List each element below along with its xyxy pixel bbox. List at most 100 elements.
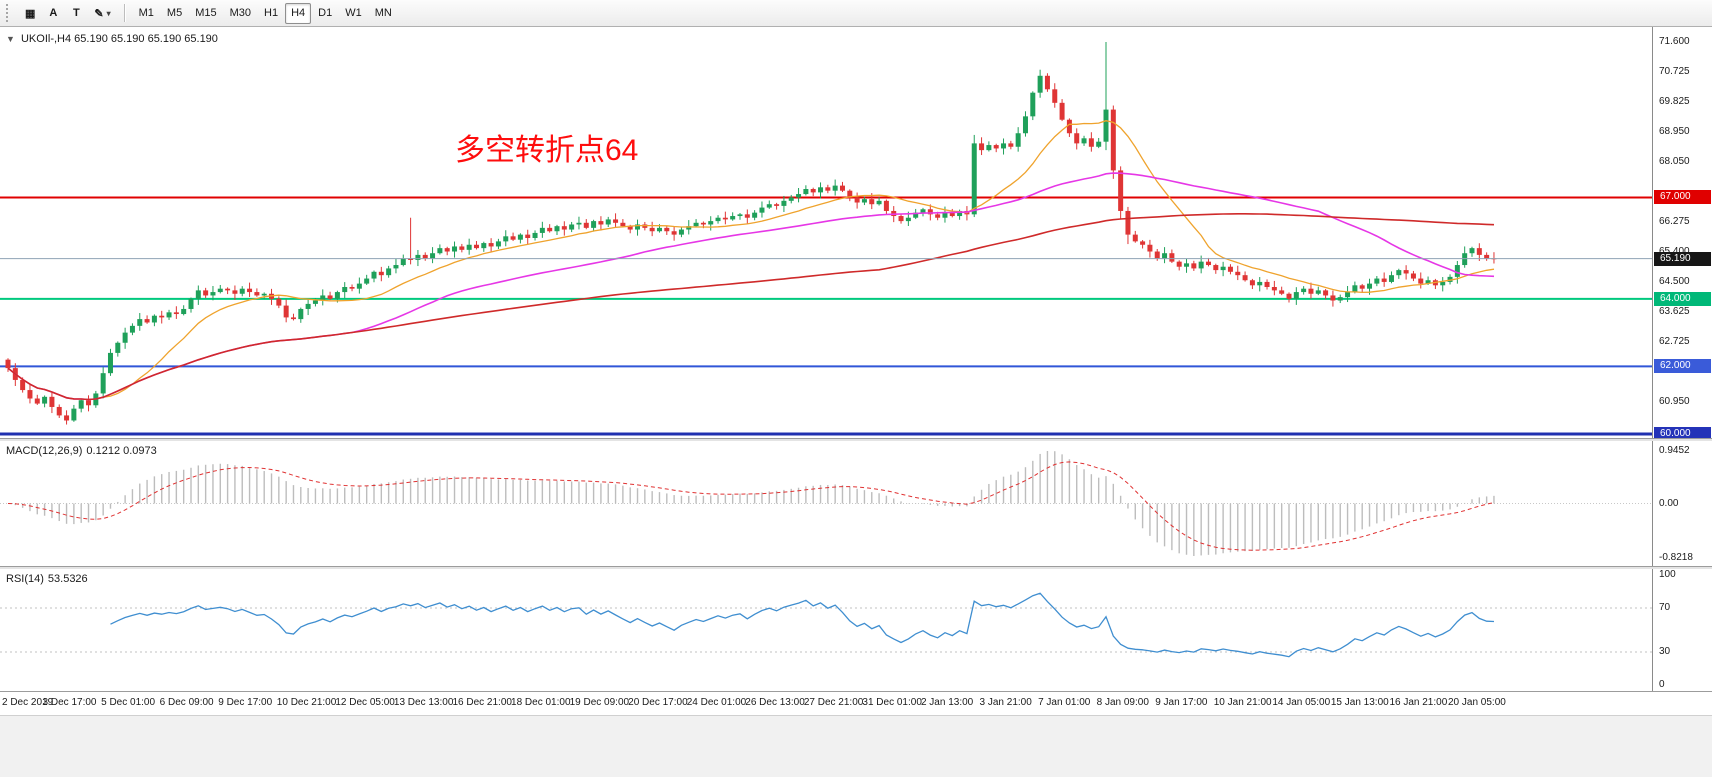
rsi-indicator-name: RSI(14) <box>6 573 44 585</box>
price-tag: 64.000 <box>1654 291 1711 306</box>
time-axis-label: 10 Jan 21:00 <box>1213 697 1272 708</box>
price-tick-label: 70.725 <box>1659 65 1690 77</box>
timeframe-mn-button[interactable]: MN <box>374 7 392 19</box>
price-tick-label: 62.725 <box>1659 335 1690 347</box>
candle <box>1469 246 1475 257</box>
candle <box>129 323 135 336</box>
candle <box>1191 260 1197 271</box>
candle <box>1242 271 1248 282</box>
candle <box>1359 283 1365 293</box>
candle <box>1293 287 1299 305</box>
candle <box>1323 289 1329 300</box>
candle <box>122 327 128 349</box>
timeframe-h1-button[interactable]: H1 <box>264 7 279 19</box>
pane-splitter[interactable] <box>0 438 1712 441</box>
macd-indicator-name: MACD(12,26,9) <box>6 445 83 457</box>
chart-symbol-period: UKOIl-,H4 <box>20 33 72 45</box>
timeframe-h4-button[interactable]: H4 <box>285 2 312 24</box>
time-axis-label: 3 Jan 21:00 <box>979 697 1032 708</box>
candle <box>1030 91 1036 121</box>
candle <box>847 189 853 202</box>
candle <box>166 309 172 320</box>
candle <box>1088 132 1094 152</box>
candle <box>1008 140 1014 150</box>
candle <box>715 215 721 224</box>
time-axis-label: 7 Jan 01:00 <box>1038 697 1091 708</box>
timeframe-m5-button[interactable]: M5 <box>166 7 183 19</box>
ma-slow-line <box>7 213 1495 401</box>
annotation-text[interactable]: 多空转折点64 <box>455 134 639 167</box>
candle <box>71 404 77 422</box>
candle <box>1147 239 1153 258</box>
text-tool-icon[interactable]: T <box>73 7 80 19</box>
candle <box>1110 105 1116 179</box>
chart-ohlc-values: 65.190 65.190 65.190 65.190 <box>74 33 218 45</box>
candle <box>1447 274 1453 285</box>
time-axis-label: 9 Dec 17:00 <box>218 697 273 708</box>
time-axis-label: 20 Dec 17:00 <box>628 697 688 708</box>
toolbar-grip[interactable] <box>6 4 12 22</box>
timeframe-w1-button[interactable]: W1 <box>345 7 362 19</box>
rsi-canvas[interactable] <box>0 569 1652 691</box>
candle <box>261 292 267 300</box>
candle <box>298 307 304 323</box>
price-tag: 65.190 <box>1654 251 1711 266</box>
draw-tool-icon[interactable]: ✎ ▾ <box>94 7 111 20</box>
symbol-dropdown-icon[interactable]: ▼ <box>6 34 15 44</box>
candle <box>730 212 736 221</box>
candle <box>525 229 531 245</box>
candle <box>1052 83 1058 108</box>
macd-header: MACD(12,26,9) 0.1212 0.0973 <box>6 445 157 457</box>
dropdown-caret-icon[interactable]: ▾ <box>106 8 111 18</box>
grid-icon[interactable]: ▦ <box>25 7 36 20</box>
candle <box>386 265 392 278</box>
time-axis-label: 20 Jan 05:00 <box>1448 697 1506 708</box>
rsi-axis-label: 100 <box>1659 569 1676 580</box>
candle <box>217 284 223 294</box>
timeframe-m30-button[interactable]: M30 <box>229 7 252 19</box>
candle <box>986 141 992 152</box>
macd-axis-label: 0.00 <box>1659 497 1679 509</box>
candle <box>393 258 399 274</box>
time-axis-label: 19 Dec 09:00 <box>569 697 630 708</box>
rsi-axis-label: 70 <box>1659 602 1671 613</box>
candle <box>1330 290 1336 307</box>
time-axis[interactable]: 2 Dec 2019 3 Dec 17:00 5 Dec 01:00 6 Dec 09… <box>0 691 1712 715</box>
candle <box>320 289 326 306</box>
candle <box>737 212 743 220</box>
candle <box>774 202 780 210</box>
timeframe-m15-button[interactable]: M15 <box>195 7 217 19</box>
price-tick-label: 64.500 <box>1659 275 1690 287</box>
candle <box>744 209 750 224</box>
candle <box>1388 271 1394 284</box>
candle <box>854 192 860 209</box>
candle <box>796 187 802 203</box>
candle <box>269 288 275 305</box>
macd-canvas[interactable] <box>0 441 1652 566</box>
candle <box>898 213 904 224</box>
candle <box>247 282 253 297</box>
candle <box>444 246 450 256</box>
rsi-axis-label: 0 <box>1659 679 1665 690</box>
price-axis[interactable]: 71.600 70.725 69.825 68.950 68.050 66.275 65.4… <box>1652 27 1712 691</box>
text-label-icon[interactable]: A <box>49 7 58 19</box>
candle <box>861 196 867 206</box>
macd-axis-label: -0.8218 <box>1659 552 1693 563</box>
pane-splitter[interactable] <box>0 566 1712 569</box>
time-axis-label: 13 Dec 13:00 <box>393 697 454 708</box>
candle <box>1103 42 1109 151</box>
candle <box>671 226 677 241</box>
time-axis-label: 6 Dec 09:00 <box>159 697 214 708</box>
candle <box>1381 272 1387 287</box>
price-chart-canvas[interactable] <box>0 27 1652 438</box>
candle <box>649 221 655 237</box>
candle <box>188 297 194 313</box>
candle <box>342 282 348 299</box>
candle <box>327 291 333 301</box>
timeframe-d1-button[interactable]: D1 <box>318 7 333 19</box>
timeframe-m1-button[interactable]: M1 <box>138 7 154 19</box>
candle <box>693 219 699 228</box>
time-axis-label: 31 Dec 01:00 <box>862 697 922 708</box>
candle <box>1264 279 1270 290</box>
candle <box>605 216 611 228</box>
